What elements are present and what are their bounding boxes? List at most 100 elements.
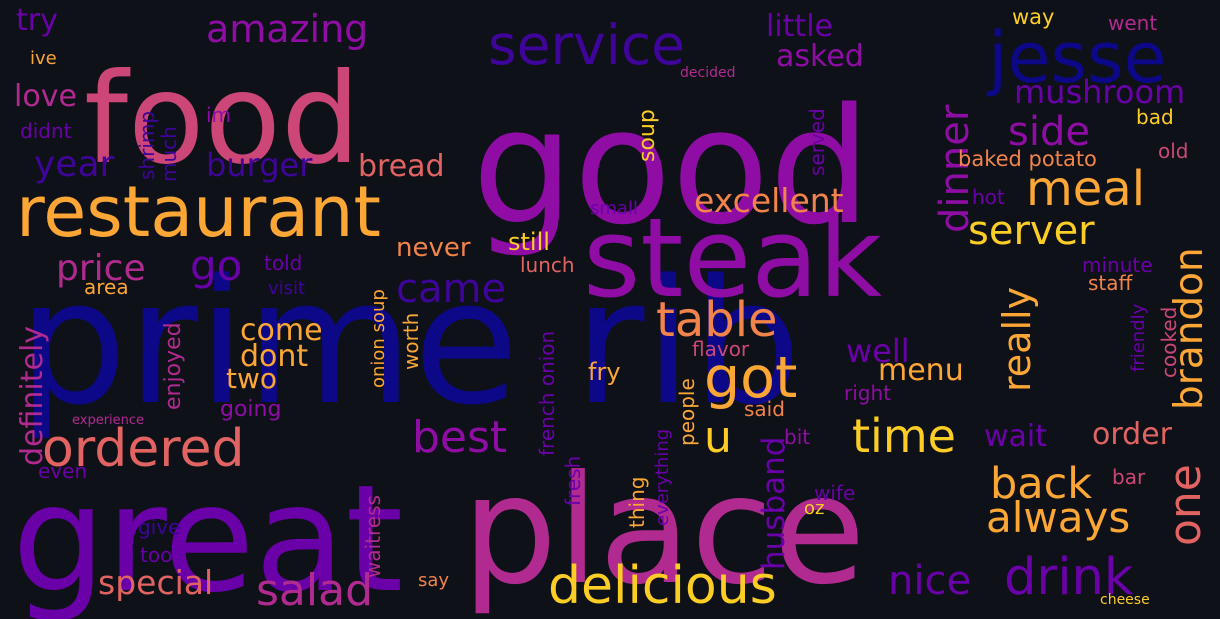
word-go: go — [190, 241, 242, 290]
word-im: im — [206, 103, 231, 127]
word-ive: ive — [30, 48, 57, 69]
word-still: still — [508, 228, 550, 256]
word-year: year — [34, 144, 115, 185]
word-waitress: waitress — [361, 495, 385, 578]
word-way: way — [1012, 5, 1054, 29]
word-got: got — [704, 345, 797, 411]
word-order: order — [1092, 417, 1173, 452]
word-salad: salad — [256, 565, 373, 616]
word-bad: bad — [1136, 105, 1174, 129]
word-bit: bit — [784, 425, 810, 449]
word-onion-soup: onion soup — [368, 289, 389, 388]
word-oz: oz — [804, 498, 824, 519]
word-amazing: amazing — [206, 7, 368, 51]
word-wife: wife — [814, 481, 855, 505]
word-price: price — [56, 248, 146, 289]
word-served: served — [805, 108, 829, 176]
word-prime-rib: prime rib — [18, 242, 801, 443]
word-place: place — [462, 444, 866, 618]
word-excellent: excellent — [694, 181, 844, 220]
word-fresh: fresh — [561, 456, 585, 506]
word-ordered: ordered — [42, 419, 245, 479]
word-wait: wait — [984, 419, 1047, 454]
word-told: told — [264, 251, 302, 275]
word-fry: fry — [588, 358, 621, 386]
word-drink: drink — [1004, 548, 1134, 607]
word-server: server — [968, 208, 1095, 254]
word-staff: staff — [1088, 271, 1134, 295]
word-delicious: delicious — [548, 556, 777, 616]
word-good: good — [472, 73, 871, 260]
word-dinner: dinner — [932, 104, 978, 233]
word-steak: steak — [583, 194, 883, 322]
word-even: even — [38, 459, 87, 483]
word-right: right — [844, 381, 891, 405]
word-took: took — [140, 543, 184, 567]
word-little: little — [766, 9, 833, 44]
word-u: u — [704, 412, 732, 463]
word-enjoyed: enjoyed — [161, 322, 186, 410]
word-definitely: definitely — [15, 326, 50, 466]
word-didnt: didnt — [20, 119, 72, 143]
word-thing: thing — [625, 477, 649, 528]
word-much: much — [157, 126, 181, 182]
word-husband: husband — [756, 437, 792, 570]
word-cheese: cheese — [1100, 592, 1150, 608]
word-experience: experience — [72, 413, 144, 428]
word-baked-potato: baked potato — [958, 147, 1097, 171]
word-special: special — [98, 563, 213, 602]
word-mushroom: mushroom — [1014, 73, 1185, 111]
word-went: went — [1108, 11, 1157, 35]
word-side: side — [1008, 109, 1090, 155]
word-best: best — [412, 412, 507, 463]
word-nice: nice — [888, 558, 971, 604]
word-bread: bread — [358, 149, 445, 184]
word-friendly: friendly — [1128, 303, 1149, 372]
word-really: really — [995, 287, 1039, 392]
word-burger: burger — [206, 146, 313, 184]
word-french-onion: french onion — [535, 331, 559, 456]
word-two: two — [226, 362, 277, 395]
word-visit: visit — [268, 278, 305, 299]
word-small: small — [590, 198, 638, 219]
word-say: say — [418, 570, 449, 591]
word-give: give — [138, 515, 180, 539]
word-service: service — [488, 13, 685, 77]
word-minute: minute — [1082, 253, 1153, 277]
word-old: old — [1158, 139, 1189, 163]
word-came: came — [396, 266, 506, 312]
word-love: love — [14, 79, 77, 114]
word-back: back — [990, 459, 1092, 509]
word-one: one — [1160, 464, 1211, 546]
word-lunch: lunch — [520, 253, 575, 277]
word-try: try — [16, 3, 58, 38]
word-worth: worth — [399, 313, 423, 370]
word-dont: dont — [240, 339, 308, 374]
word-said: said — [744, 397, 785, 421]
word-always: always — [986, 493, 1130, 542]
word-cooked: cooked — [1157, 307, 1181, 378]
word-never: never — [396, 233, 471, 263]
word-decided: decided — [680, 65, 735, 81]
word-everything: everything — [652, 429, 673, 526]
word-soup: soup — [635, 109, 660, 162]
word-brandon: brandon — [1167, 247, 1212, 410]
word-table: table — [656, 292, 778, 348]
word-food: food — [84, 47, 360, 192]
word-meal: meal — [1026, 161, 1145, 217]
word-hot: hot — [972, 185, 1005, 209]
word-shrimp: shrimp — [135, 111, 159, 180]
word-area: area — [84, 275, 129, 299]
word-people: people — [675, 378, 699, 446]
word-flavor: flavor — [692, 337, 750, 361]
word-menu: menu — [878, 353, 964, 388]
word-going: going — [220, 397, 281, 422]
word-great: great — [12, 453, 403, 619]
word-come: come — [240, 313, 323, 348]
word-time: time — [852, 409, 956, 463]
word-restaurant: restaurant — [16, 171, 381, 253]
word-jesse: jesse — [986, 17, 1167, 99]
